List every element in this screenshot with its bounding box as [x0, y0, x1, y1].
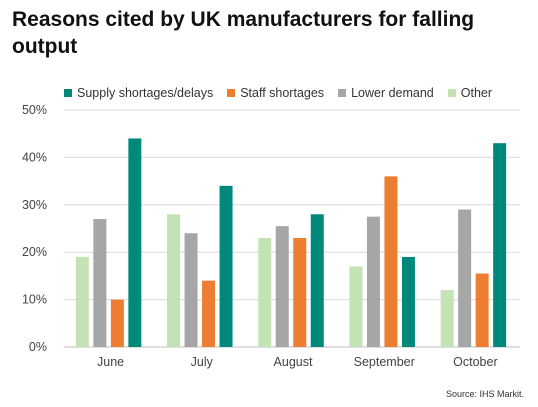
- bar-lower-demand-september: [366, 216, 380, 347]
- legend-item: Staff shortages: [227, 86, 324, 100]
- bar-lower-demand-june: [93, 219, 107, 347]
- x-tick-label: June: [97, 355, 124, 369]
- bar-staff-shortages-october: [475, 273, 489, 347]
- bar-supply-shortages-delays-september: [401, 256, 415, 347]
- bar-other-august: [258, 237, 272, 347]
- legend-swatch: [447, 89, 456, 97]
- bar-staff-shortages-september: [384, 176, 398, 347]
- y-tick-label: 20%: [22, 245, 47, 259]
- legend-swatch: [64, 89, 72, 97]
- bar-supply-shortages-delays-july: [219, 185, 233, 347]
- legend-item: Supply shortages/delays: [64, 86, 213, 100]
- y-tick-label: 10%: [22, 293, 47, 307]
- x-tick-label: August: [274, 355, 313, 369]
- legend-swatch: [227, 89, 236, 97]
- y-tick-label: 0%: [29, 340, 47, 354]
- x-tick-label: July: [191, 355, 214, 369]
- bar-supply-shortages-delays-august: [310, 214, 324, 347]
- legend-label: Supply shortages/delays: [77, 86, 214, 100]
- bar-staff-shortages-august: [293, 237, 307, 347]
- legend: Supply shortages/delays Staff shortages Lo…: [64, 86, 492, 100]
- bar-staff-shortages-july: [202, 280, 216, 347]
- bar-other-june: [75, 256, 89, 347]
- legend-label: Staff shortages: [240, 86, 325, 100]
- y-tick-label: 50%: [22, 103, 47, 117]
- bar-other-july: [167, 214, 181, 347]
- bar-lower-demand-october: [458, 209, 472, 347]
- bar-staff-shortages-june: [110, 299, 124, 347]
- y-tick-label: 30%: [22, 198, 47, 212]
- legend-item: Other: [447, 86, 493, 100]
- bar-lower-demand-july: [184, 233, 198, 347]
- bar-other-october: [440, 290, 454, 347]
- bar-supply-shortages-delays-october: [493, 143, 507, 347]
- source-note: Source: IHS Markit.: [445, 389, 524, 399]
- y-tick-label: 40%: [22, 150, 47, 164]
- x-tick-label: October: [453, 355, 497, 369]
- legend-item: Lower demand: [338, 86, 434, 100]
- bar-other-september: [349, 266, 363, 347]
- legend-label: Other: [460, 86, 493, 100]
- legend-label: Lower demand: [351, 86, 434, 100]
- bar-supply-shortages-delays-june: [128, 138, 142, 347]
- legend-swatch: [338, 89, 347, 97]
- x-tick-label: September: [354, 355, 415, 369]
- chart-title: Reasons cited by UK manufacturers for fa…: [12, 8, 475, 58]
- bar-lower-demand-august: [275, 226, 289, 347]
